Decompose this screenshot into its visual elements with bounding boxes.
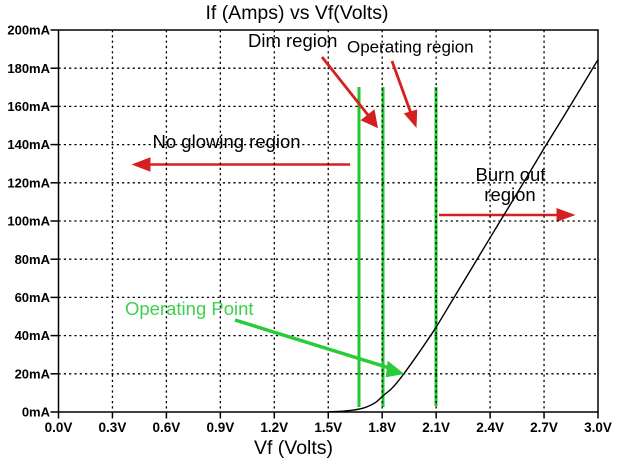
svg-text:1.8V: 1.8V: [368, 420, 396, 435]
svg-text:80mA: 80mA: [15, 252, 51, 267]
svg-text:40mA: 40mA: [15, 328, 51, 343]
svg-text:0.3V: 0.3V: [99, 420, 127, 435]
svg-text:60mA: 60mA: [15, 290, 51, 305]
svg-text:20mA: 20mA: [15, 366, 51, 381]
svg-text:140mA: 140mA: [7, 137, 50, 152]
svg-text:0.0V: 0.0V: [45, 420, 73, 435]
svg-text:If (Amps) vs Vf(Volts): If (Amps) vs Vf(Volts): [205, 2, 388, 24]
svg-text:2.7V: 2.7V: [530, 420, 558, 435]
svg-text:region: region: [484, 184, 535, 205]
svg-text:1.2V: 1.2V: [260, 420, 288, 435]
svg-text:0mA: 0mA: [22, 405, 51, 420]
svg-text:0.9V: 0.9V: [206, 420, 234, 435]
svg-text:200mA: 200mA: [7, 23, 50, 38]
svg-text:Operating Point: Operating Point: [125, 298, 254, 319]
svg-text:3.0V: 3.0V: [584, 420, 612, 435]
svg-text:Vf (Volts): Vf (Volts): [254, 437, 333, 459]
svg-text:100mA: 100mA: [7, 214, 50, 229]
svg-text:Operating region: Operating region: [347, 38, 474, 57]
svg-text:120mA: 120mA: [7, 175, 50, 190]
svg-text:180mA: 180mA: [7, 61, 50, 76]
svg-text:160mA: 160mA: [7, 99, 50, 114]
svg-text:No glowing region: No glowing region: [153, 131, 301, 152]
svg-text:Burn out: Burn out: [476, 164, 546, 185]
svg-text:2.1V: 2.1V: [422, 420, 450, 435]
svg-text:1.5V: 1.5V: [314, 420, 342, 435]
svg-text:2.4V: 2.4V: [476, 420, 504, 435]
svg-text:0.6V: 0.6V: [153, 420, 181, 435]
svg-text:Dim region: Dim region: [248, 30, 337, 51]
